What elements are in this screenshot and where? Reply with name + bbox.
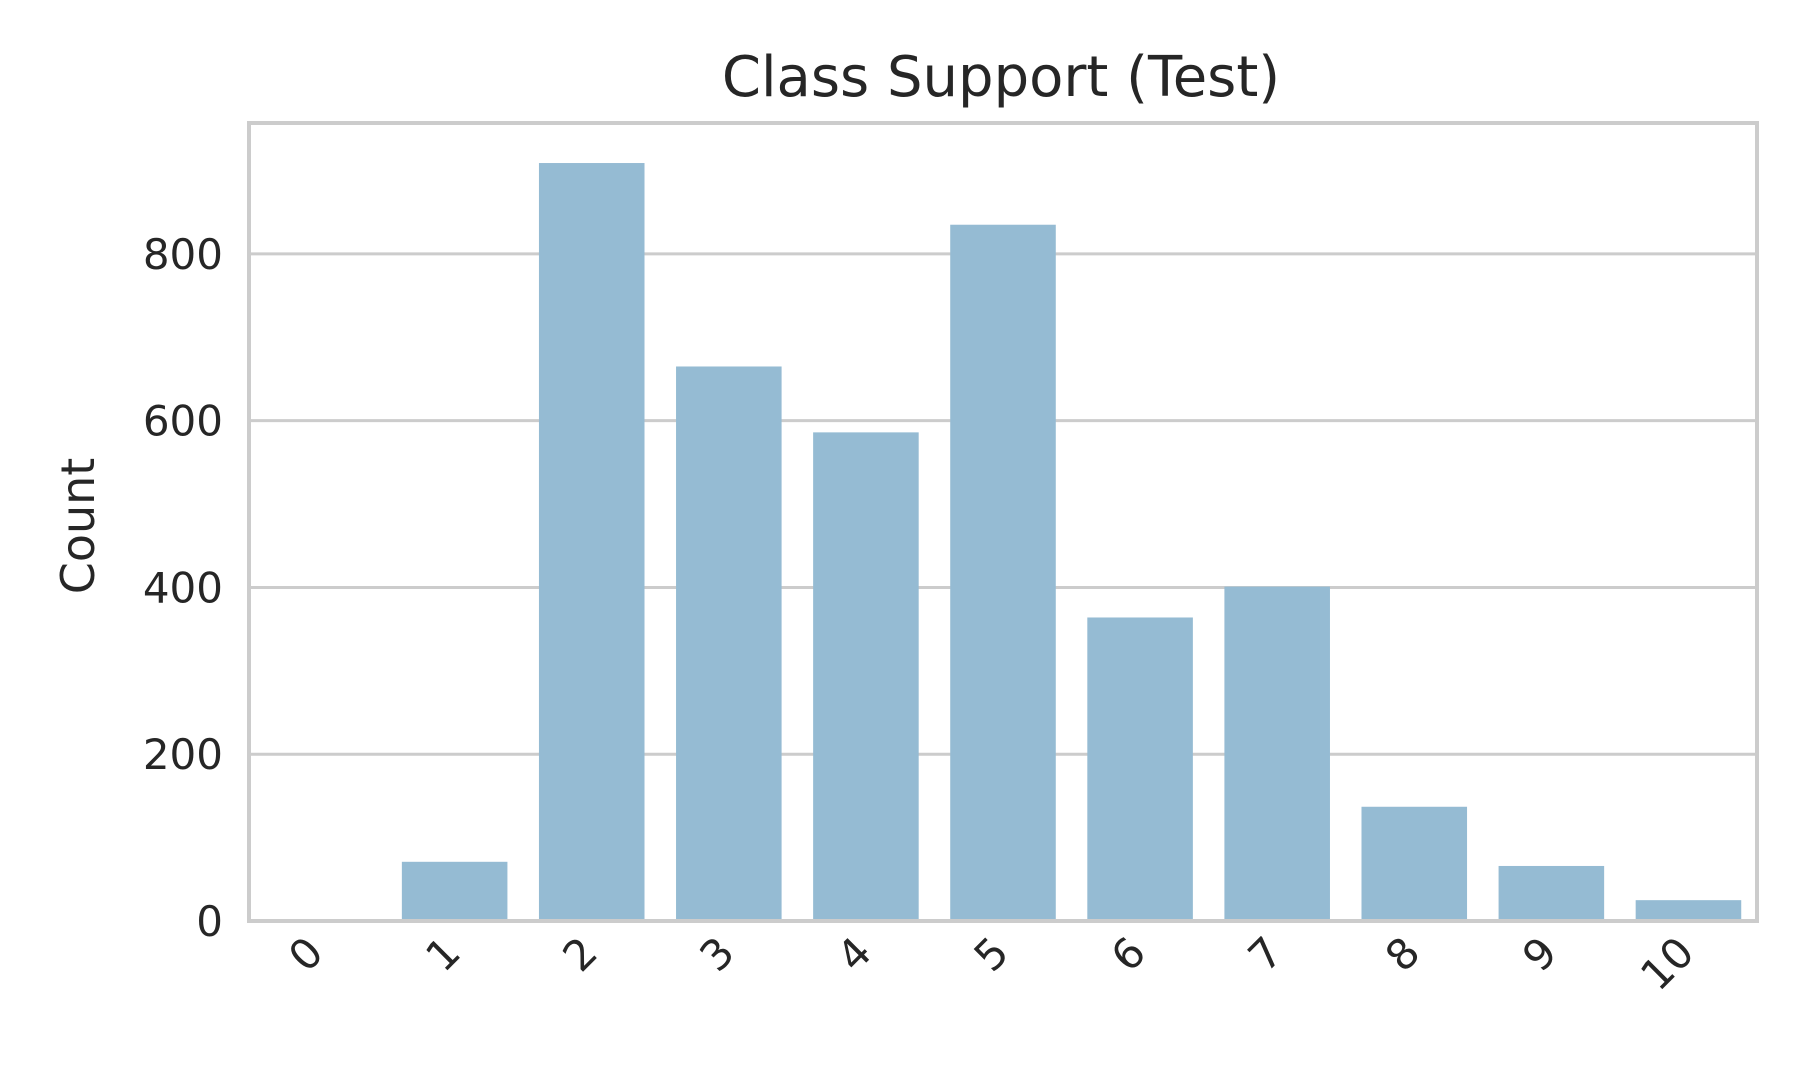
y-tick-label: 200 [143, 730, 223, 779]
x-tick-label: 10 [1631, 927, 1703, 999]
y-tick-labels: 0 200 400 600 800 [143, 230, 223, 946]
x-tick-label: 9 [1513, 927, 1567, 981]
bars [401, 163, 1742, 921]
bar-9 [1498, 865, 1605, 921]
chart-title: Class Support (Test) [722, 45, 1280, 110]
bar-2 [538, 163, 645, 921]
x-tick-label: 7 [1239, 927, 1293, 981]
bar-3 [676, 366, 782, 921]
bar-8 [1361, 806, 1468, 921]
bar-6 [1087, 617, 1193, 921]
x-tick-label: 8 [1376, 927, 1430, 981]
bar-7 [1224, 586, 1330, 921]
y-tick-label: 400 [143, 563, 223, 612]
bar-4 [813, 432, 919, 921]
x-tick-labels: 0 1 2 3 4 5 6 7 8 9 10 [279, 927, 1703, 999]
bar-1 [401, 861, 508, 921]
x-tick-label: 5 [965, 927, 1019, 981]
y-axis-label: Count [51, 458, 105, 595]
x-tick-label: 6 [1102, 927, 1156, 981]
plot-frame [247, 121, 1759, 923]
x-tick-label: 4 [827, 927, 881, 981]
bar-5 [950, 224, 1056, 921]
x-tick-label: 3 [690, 927, 744, 981]
x-tick-label: 2 [553, 927, 607, 981]
y-tick-label: 800 [143, 230, 223, 279]
y-tick-label: 0 [196, 897, 223, 946]
x-tick-label: 0 [279, 927, 333, 981]
bar-10 [1635, 900, 1742, 921]
y-tick-label: 600 [143, 397, 223, 446]
x-tick-label: 1 [416, 927, 470, 981]
